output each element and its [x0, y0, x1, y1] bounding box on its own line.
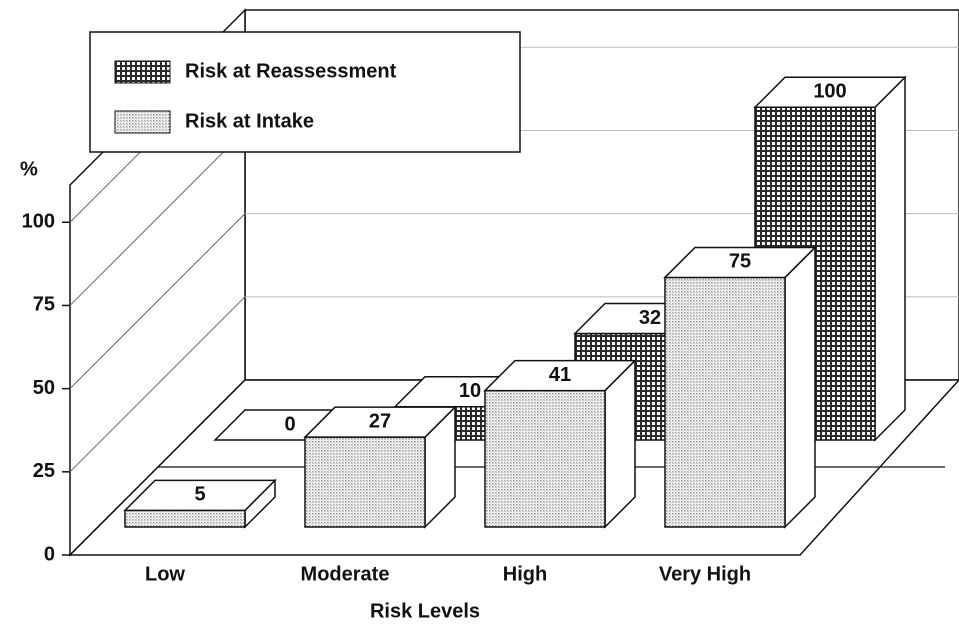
- value-label: 32: [639, 307, 661, 329]
- grid-line: [69, 296, 246, 473]
- bar-top: [663, 246, 817, 279]
- y-tick-label: 100: [22, 211, 55, 233]
- legend-swatch: [114, 110, 171, 134]
- bar-top: [303, 406, 457, 438]
- legend-label: Risk at Intake: [185, 110, 314, 132]
- value-label: 41: [549, 364, 571, 386]
- x-axis-label: Risk Levels: [370, 600, 480, 622]
- y-tick-label: 50: [33, 377, 55, 399]
- y-axis-label: %: [20, 158, 38, 180]
- value-label: 75: [729, 251, 751, 273]
- value-label: 100: [813, 81, 846, 103]
- bar-top: [123, 479, 277, 512]
- legend-label: Risk at Reassessment: [185, 60, 397, 82]
- bar-top: [753, 76, 907, 109]
- x-tick-label: High: [503, 563, 547, 585]
- value-label: 5: [194, 484, 205, 506]
- y-tick-label: 0: [44, 543, 55, 565]
- legend-box: [89, 31, 521, 153]
- x-tick-label: Very High: [659, 563, 751, 585]
- grid-line: [69, 130, 246, 306]
- value-label: 10: [459, 380, 481, 402]
- bar: [304, 436, 426, 528]
- y-tick-label: 75: [33, 294, 55, 316]
- value-label: 27: [369, 410, 391, 432]
- y-tick-label: 25: [33, 460, 55, 482]
- bar: [484, 389, 606, 528]
- bar-side: [874, 75, 906, 442]
- x-tick-label: Moderate: [301, 563, 390, 585]
- bar-top: [483, 359, 637, 392]
- bar: [664, 276, 786, 528]
- grid-line: [69, 213, 246, 389]
- value-label: 0: [284, 413, 295, 435]
- x-tick-label: Low: [145, 563, 185, 585]
- bar-side: [784, 245, 816, 529]
- legend-swatch: [114, 60, 171, 84]
- bar: [124, 509, 246, 528]
